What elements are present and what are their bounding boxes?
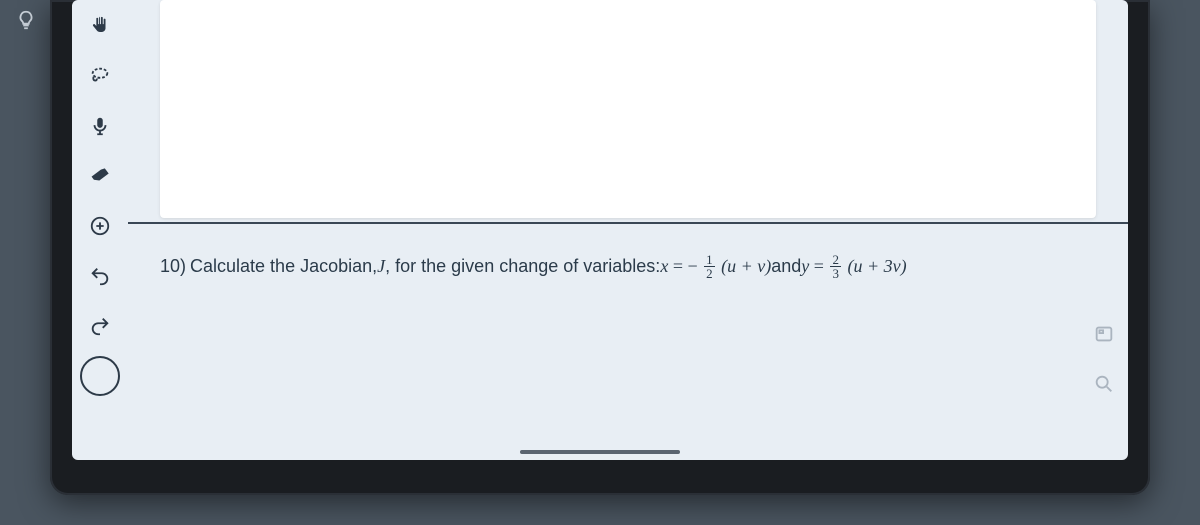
- pen-icon[interactable]: [80, 356, 120, 396]
- canvas-area: 10) Calculate the Jacobian, J , for the …: [128, 0, 1128, 460]
- thumbnails-icon[interactable]: [1088, 318, 1120, 350]
- tablet-frame: 10) Calculate the Jacobian, J , for the …: [50, 0, 1150, 495]
- add-page-icon[interactable]: [80, 206, 120, 246]
- redo-icon[interactable]: [80, 306, 120, 346]
- eq2-fraction: 2 3: [830, 253, 841, 280]
- undo-icon[interactable]: [80, 256, 120, 296]
- eq1-rhs: (u + v): [721, 256, 771, 276]
- home-indicator[interactable]: [520, 450, 680, 454]
- mic-icon[interactable]: [80, 106, 120, 146]
- eq2-eq: =: [814, 256, 829, 276]
- eq1-lhs: x: [660, 256, 668, 276]
- connector: and: [771, 252, 801, 281]
- eq1-fraction: 1 2: [704, 253, 715, 280]
- eq1-eq: = −: [673, 256, 698, 276]
- question-text: 10) Calculate the Jacobian, J , for the …: [160, 252, 1096, 281]
- lasso-icon[interactable]: [80, 56, 120, 96]
- prompt-mid: , for the given change of variables:: [385, 252, 660, 281]
- jacobian-symbol: J: [377, 252, 385, 281]
- lightbulb-icon[interactable]: [8, 2, 44, 38]
- question-number: 10): [160, 252, 186, 281]
- prompt-prefix: Calculate the Jacobian,: [190, 252, 377, 281]
- eq2-rhs: (u + 3v): [847, 256, 906, 276]
- left-toolbar: [72, 0, 128, 460]
- section-divider: [128, 222, 1128, 224]
- right-controls: [1088, 318, 1120, 400]
- zoom-icon[interactable]: [1088, 368, 1120, 400]
- hand-icon[interactable]: [80, 6, 120, 46]
- app-screen: 10) Calculate the Jacobian, J , for the …: [72, 0, 1128, 460]
- external-sidebar: [4, 0, 48, 495]
- eq2-lhs: y: [801, 256, 809, 276]
- eraser-icon[interactable]: [80, 156, 120, 196]
- blank-work-area[interactable]: [160, 0, 1096, 218]
